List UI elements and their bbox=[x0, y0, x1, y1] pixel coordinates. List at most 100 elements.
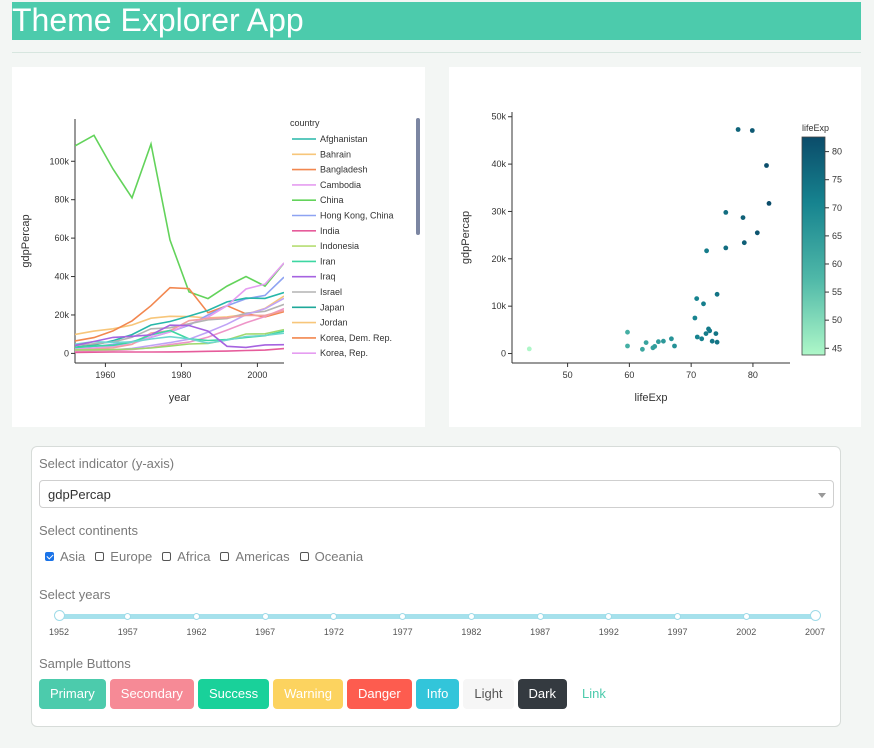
checkbox-icon[interactable] bbox=[162, 552, 172, 561]
scatter-point bbox=[694, 334, 700, 340]
scatter-point bbox=[714, 291, 720, 297]
legend-title: country bbox=[290, 118, 320, 128]
y-tick-label: 10k bbox=[491, 301, 506, 311]
slider-mark-label: 1957 bbox=[117, 627, 138, 637]
chevron-down-icon[interactable] bbox=[818, 493, 826, 498]
dark-button[interactable]: Dark bbox=[517, 679, 567, 709]
slider-mark-label: 1977 bbox=[392, 627, 413, 637]
legend-item: India bbox=[320, 226, 340, 236]
legend-item: Israel bbox=[320, 287, 342, 297]
scatter-point bbox=[754, 230, 760, 236]
scatter-point bbox=[749, 128, 755, 133]
legend-item: Jordan bbox=[320, 318, 348, 328]
continent-checkbox-americas[interactable]: Americas bbox=[220, 549, 290, 564]
scatter-point bbox=[669, 336, 674, 342]
y-tick-label: 20k bbox=[54, 310, 69, 320]
warning-button[interactable]: Warning bbox=[273, 679, 344, 709]
scatter-point bbox=[625, 329, 630, 335]
scatter-point bbox=[692, 315, 698, 321]
colorbar-tick-label: 65 bbox=[832, 231, 842, 241]
legend-scrollbar[interactable] bbox=[416, 118, 420, 235]
continents-label: Select continents bbox=[39, 523, 139, 538]
scatter-point bbox=[704, 248, 709, 254]
series-line bbox=[75, 324, 284, 349]
years-range-slider[interactable] bbox=[53, 610, 821, 621]
checkbox-icon[interactable] bbox=[299, 552, 309, 561]
x-tick-label: 60 bbox=[624, 370, 634, 380]
scatter-point bbox=[707, 328, 713, 334]
x-tick-label: 1980 bbox=[171, 370, 191, 380]
continent-checkbox-oceania[interactable]: Oceania bbox=[299, 549, 363, 564]
scatter-point bbox=[643, 340, 649, 345]
slider-mark-label: 1982 bbox=[461, 627, 482, 637]
colorbar-tick-label: 75 bbox=[832, 175, 842, 185]
line-chart-card: 0 20k 40k 60k 80k 100k 1960 1980 2000 year gdpPerc… bbox=[12, 67, 425, 427]
slider-mark-dot bbox=[399, 613, 407, 620]
line-chart: 0 20k 40k 60k 80k 100k 1960 1980 2000 year gdpPerc… bbox=[20, 118, 420, 404]
scatter-point bbox=[740, 215, 746, 221]
continent-checkbox-asia[interactable]: Asia bbox=[45, 549, 85, 564]
slider-mark-label: 2007 bbox=[804, 627, 826, 637]
legend-item: Bangladesh bbox=[320, 165, 368, 175]
checkbox-icon[interactable] bbox=[95, 552, 105, 561]
legend-item: Iran bbox=[320, 256, 336, 266]
slider-mark-dot bbox=[124, 613, 132, 620]
x-tick-label: 80 bbox=[748, 370, 758, 380]
scatter-point bbox=[661, 338, 666, 344]
secondary-button[interactable]: Secondary bbox=[109, 679, 194, 709]
legend-item: Afghanistan bbox=[320, 134, 368, 144]
danger-button[interactable]: Danger bbox=[347, 679, 412, 709]
slider-mark-label: 1952 bbox=[48, 627, 70, 637]
scatter-point bbox=[625, 343, 630, 349]
app-title: Theme Explorer App bbox=[12, 2, 304, 38]
y-axis-label: gdpPercap bbox=[460, 211, 472, 264]
buttons-label: Sample Buttons bbox=[39, 656, 131, 671]
link-button[interactable]: Link bbox=[582, 686, 606, 701]
scatter-point bbox=[701, 301, 706, 307]
y-tick-label: 0 bbox=[501, 349, 506, 359]
app-title-bar: Theme Explorer App bbox=[12, 2, 861, 40]
series-line bbox=[75, 307, 284, 353]
series-line bbox=[75, 328, 284, 351]
legend-item: Cambodia bbox=[320, 180, 361, 190]
light-button[interactable]: Light bbox=[463, 679, 514, 709]
x-tick-label: 2000 bbox=[247, 370, 267, 380]
colorbar-tick-label: 45 bbox=[832, 343, 842, 353]
y-tick-label: 100k bbox=[49, 156, 69, 166]
scatter-point bbox=[699, 336, 705, 342]
colorbar-tick-label: 50 bbox=[832, 315, 842, 325]
success-button[interactable]: Success bbox=[197, 679, 270, 709]
indicator-dropdown[interactable]: gdpPercap bbox=[39, 480, 834, 508]
x-axis-label: lifeExp bbox=[634, 392, 667, 404]
y-axis-label: gdpPercap bbox=[20, 214, 32, 267]
scatter-chart-card: 0 10k 20k 30k 40k 50k 50 60 70 80 lifeExp gdpPercap… bbox=[449, 67, 861, 427]
checkbox-icon[interactable] bbox=[220, 552, 230, 561]
slider-handle[interactable] bbox=[53, 610, 65, 621]
x-tick-label: 70 bbox=[686, 370, 696, 380]
slider-mark-dot bbox=[330, 613, 338, 620]
y-tick-label: 40k bbox=[54, 272, 69, 282]
continent-checkbox-europe[interactable]: Europe bbox=[95, 549, 152, 564]
legend-item: Hong Kong, China bbox=[320, 211, 394, 221]
scatter-point bbox=[735, 127, 741, 132]
y-tick-label: 80k bbox=[54, 195, 69, 205]
colorbar bbox=[801, 136, 826, 356]
scatter-point bbox=[714, 339, 720, 345]
continent-checkbox-africa[interactable]: Africa bbox=[162, 549, 210, 564]
slider-mark-label: 1972 bbox=[323, 627, 344, 637]
series-line bbox=[75, 332, 284, 345]
y-tick-label: 50k bbox=[491, 112, 506, 122]
info-button[interactable]: Info bbox=[415, 679, 460, 709]
legend-item: Korea, Rep. bbox=[320, 348, 368, 358]
slider-mark-label: 1987 bbox=[530, 627, 551, 637]
scatter-point bbox=[694, 296, 700, 301]
colorbar-tick-label: 55 bbox=[832, 287, 842, 297]
primary-button[interactable]: Primary bbox=[39, 679, 106, 709]
scatter-point bbox=[723, 245, 729, 251]
slider-handle[interactable] bbox=[809, 610, 821, 621]
continents-checklist: Asia Europe Africa Americas Oceania bbox=[45, 549, 373, 564]
legend-item: Korea, Dem. Rep. bbox=[320, 333, 392, 343]
y-tick-label: 20k bbox=[491, 254, 506, 264]
x-tick-label: 50 bbox=[563, 370, 573, 380]
checkbox-icon[interactable] bbox=[45, 552, 54, 561]
